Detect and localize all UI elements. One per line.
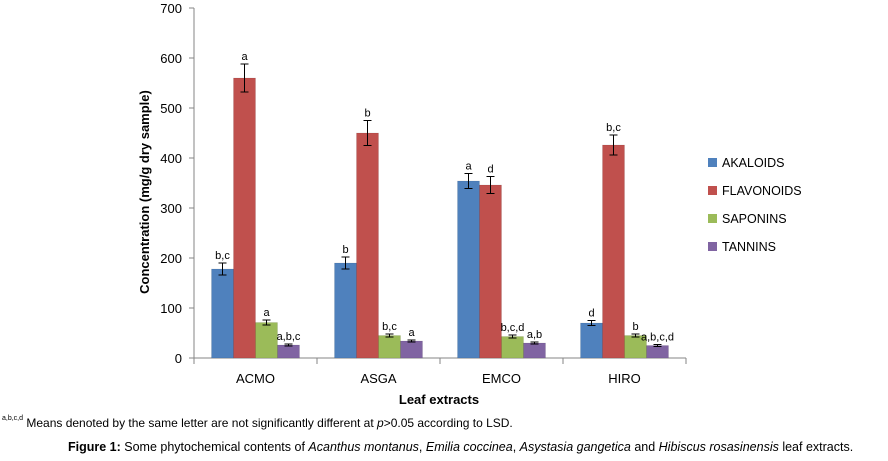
legend-swatch	[708, 242, 717, 251]
y-tick-label: 700	[160, 1, 182, 16]
bar	[602, 144, 625, 359]
bar	[356, 132, 379, 359]
bar	[334, 262, 357, 359]
bar	[211, 268, 234, 359]
data-label: a	[241, 51, 248, 63]
bar	[479, 184, 502, 359]
data-label: a	[408, 327, 415, 339]
bar	[457, 180, 480, 359]
legend-swatch	[708, 214, 717, 223]
caption-text: ,	[418, 440, 426, 454]
y-axis: 0 100 200 300 400 500 600 700	[160, 1, 195, 366]
data-label: a	[263, 307, 270, 319]
caption-text: leaf extracts.	[778, 440, 854, 454]
y-tick-label: 300	[160, 201, 182, 216]
data-label: b	[364, 108, 370, 120]
bar	[378, 335, 401, 359]
footnote-p: p	[377, 416, 384, 430]
y-tick-label: 600	[160, 51, 182, 66]
bar	[501, 336, 524, 359]
y-tick-label: 200	[160, 251, 182, 266]
x-tick-label: ACMO	[236, 371, 275, 386]
x-tick-label: EMCO	[482, 371, 521, 386]
x-tick-label: ASGA	[360, 371, 396, 386]
data-label: b	[632, 321, 638, 333]
legend-label: AKALOIDS	[722, 156, 785, 170]
data-label: a,b,c	[277, 331, 301, 343]
bar	[580, 322, 603, 359]
bar	[646, 345, 669, 359]
x-tick-label: HIRO	[608, 371, 641, 386]
data-label: a	[465, 161, 472, 173]
legend: AKALOIDS FLAVONOIDS SAPONINS TANNINS	[708, 156, 802, 254]
y-axis-label: Concentration (mg/g dry sample)	[137, 90, 152, 294]
data-label: b,c	[606, 122, 621, 134]
bar	[255, 322, 278, 359]
plot-area: b,c b a d a b d b,c a b,c b,c,d b a,b,c a a,b a,b,c,d	[211, 51, 674, 359]
caption-text: Some phytochemical contents of	[120, 440, 309, 454]
y-tick-label: 0	[175, 351, 182, 366]
data-label: a,b,c,d	[641, 332, 674, 344]
caption-species: Emilia coccinea	[425, 440, 513, 454]
footnote: a,b,c,d Means denoted by the same letter…	[2, 415, 513, 430]
x-axis: ACMO ASGA EMCO HIRO	[193, 357, 687, 386]
caption-species: Acanthus montanus	[308, 440, 419, 454]
bar	[400, 340, 423, 359]
bar	[233, 77, 256, 359]
data-label: a,b	[527, 329, 542, 341]
footnote-text-end: >0.05 according to LSD.	[383, 416, 513, 430]
caption-text: ,	[512, 440, 520, 454]
figure-caption: Figure 1: Some phytochemical contents of…	[68, 440, 853, 454]
data-label: d	[588, 308, 594, 320]
y-tick-label: 500	[160, 101, 182, 116]
caption-species: Asystasia gangetica	[519, 440, 631, 454]
data-label: d	[487, 164, 493, 176]
legend-label: FLAVONOIDS	[722, 184, 802, 198]
caption-label: Figure 1:	[68, 440, 121, 454]
legend-label: TANNINS	[722, 240, 776, 254]
y-tick-label: 400	[160, 151, 182, 166]
legend-label: SAPONINS	[722, 212, 787, 226]
footnote-superscript: a,b,c,d	[2, 415, 24, 422]
data-label: b,c	[382, 321, 397, 333]
y-tick-label: 100	[160, 301, 182, 316]
caption-text: and	[630, 440, 659, 454]
bar	[523, 342, 546, 359]
data-label: b,c	[215, 250, 230, 262]
data-label: b,c,d	[501, 322, 525, 334]
bar	[277, 344, 300, 359]
data-label: b	[342, 244, 348, 256]
x-axis-label: Leaf extracts	[399, 392, 479, 407]
caption-species: Hibiscus rosasinensis	[658, 440, 779, 454]
legend-swatch	[708, 158, 717, 167]
legend-swatch	[708, 186, 717, 195]
footnote-text: Means denoted by the same letter are not…	[23, 416, 377, 430]
